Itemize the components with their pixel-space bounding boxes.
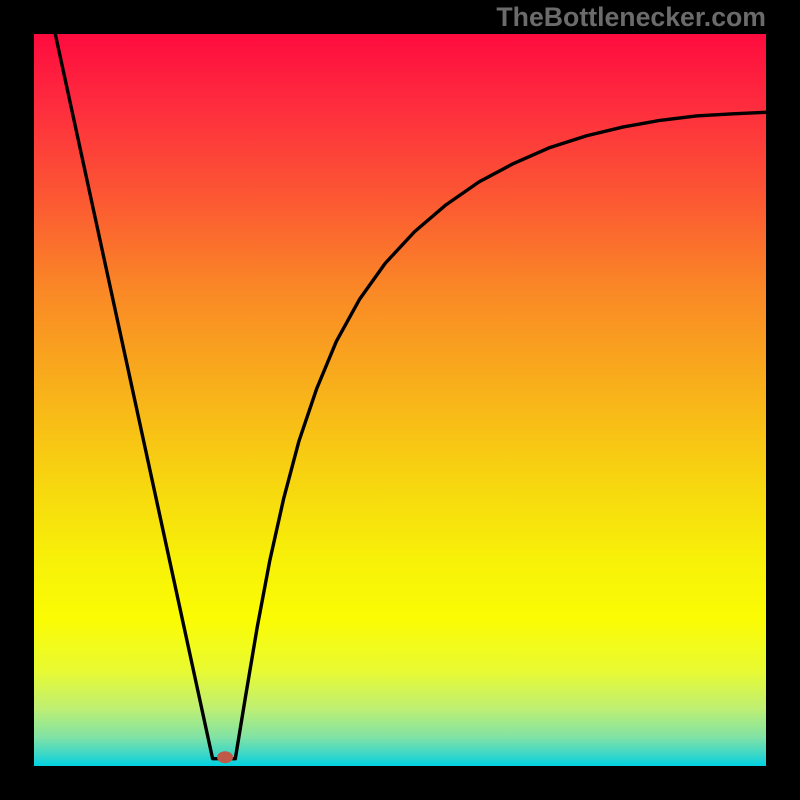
chart-line	[55, 34, 767, 759]
minimum-marker	[217, 751, 233, 763]
chart-overlay	[34, 34, 766, 766]
plot-area	[34, 34, 766, 766]
watermark-text: TheBottlenecker.com	[496, 2, 766, 33]
outer-frame: TheBottlenecker.com	[0, 0, 800, 800]
